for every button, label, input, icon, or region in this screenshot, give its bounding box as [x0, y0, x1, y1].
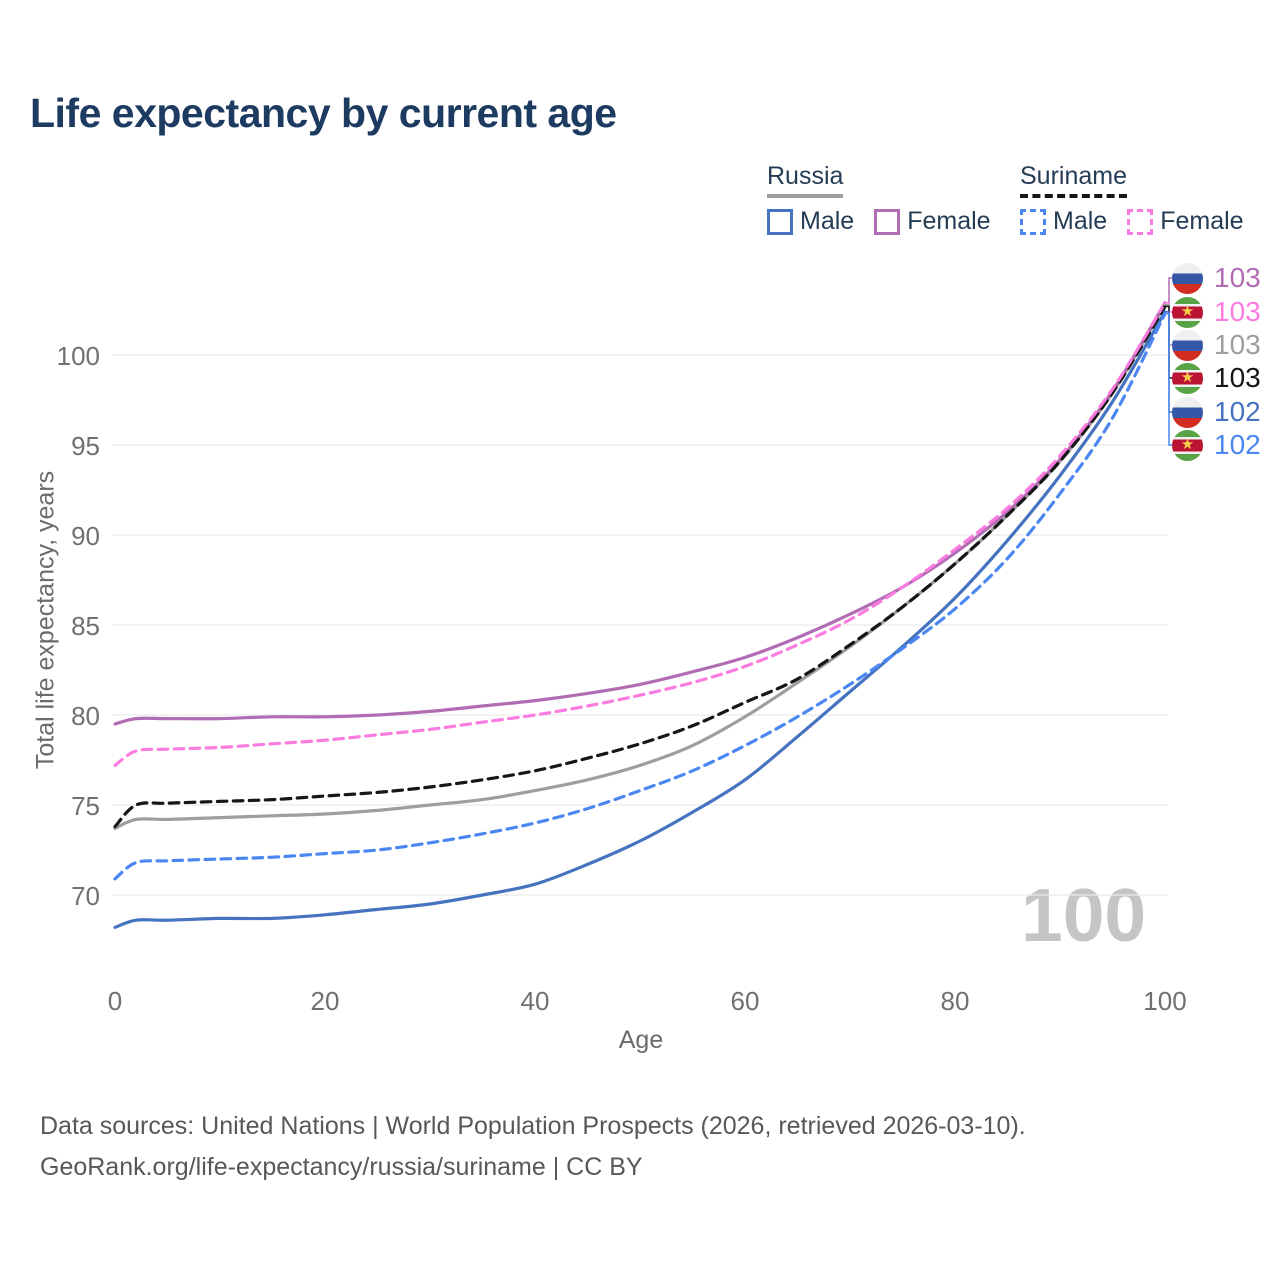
legend-group-russia: Russia Male Female [767, 162, 991, 236]
legend-swatch-icon [874, 208, 901, 235]
end-value-label: 102 [1214, 429, 1261, 460]
x-tick-label: 60 [730, 986, 760, 1016]
legend-item-suriname-male[interactable]: Male [1020, 207, 1107, 236]
legend-swatch-icon [1020, 208, 1046, 235]
legend-swatch-icon [767, 208, 793, 235]
series-line-suriname-male[interactable] [113, 312, 1167, 881]
legend-item-suriname-female[interactable]: Female [1127, 207, 1244, 236]
suriname-flag-icon: ★ [1172, 429, 1203, 461]
end-value-label: 102 [1214, 396, 1261, 427]
legend-group-suriname: Suriname Male Female [1020, 162, 1244, 236]
legend-item-russia-male[interactable]: Male [767, 207, 854, 236]
legend-item-label: Female [907, 207, 991, 235]
star-icon: ★ [1180, 303, 1195, 321]
footer-data-sources: Data sources: United Nations | World Pop… [40, 1112, 1026, 1140]
end-label-row-suriname-male: ★ 102 [1172, 429, 1261, 461]
end-value-label: 103 [1214, 362, 1261, 393]
series-line-russia-male[interactable] [113, 310, 1167, 929]
end-value-label: 103 [1214, 262, 1261, 293]
end-value-label: 103 [1214, 296, 1261, 327]
legend-country-suriname[interactable]: Suriname [1020, 162, 1127, 198]
legend-item-label: Male [800, 207, 855, 235]
suriname-flag-icon: ★ [1172, 362, 1203, 394]
page-title: Life expectancy by current age [30, 90, 617, 136]
end-label-connector [1163, 312, 1172, 446]
russia-flag-icon [1172, 262, 1203, 294]
legend-country-russia[interactable]: Russia [767, 162, 844, 198]
legend-item-label: Female [1160, 207, 1244, 235]
legend-item-label: Male [1053, 207, 1108, 235]
y-tick-label: 75 [71, 791, 100, 821]
legend-items: Male Female [767, 207, 991, 236]
x-axis-title: Age [618, 1026, 664, 1054]
star-icon: ★ [1180, 436, 1195, 454]
end-value-label: 103 [1214, 329, 1261, 360]
end-label-row-russia-female: 103 [1172, 262, 1261, 294]
series-line-russia-female[interactable] [113, 301, 1167, 726]
x-tick-label: 100 [1143, 986, 1187, 1016]
legend-items: Male Female [1020, 207, 1244, 236]
series-line-suriname-both[interactable] [113, 304, 1167, 829]
y-tick-label: 90 [71, 521, 100, 551]
x-tick-label: 0 [107, 986, 123, 1016]
suriname-flag-icon: ★ [1172, 296, 1203, 328]
y-tick-label: 100 [56, 341, 100, 371]
x-tick-label: 40 [520, 986, 550, 1016]
age-counter-watermark: 100 [1021, 873, 1147, 957]
end-label-row-suriname-both: ★ 103 [1172, 362, 1261, 394]
end-label-row-suriname-female: ★ 103 [1172, 296, 1261, 328]
y-tick-label: 95 [71, 431, 100, 461]
y-tick-label: 70 [71, 881, 100, 911]
legend-item-russia-female[interactable]: Female [874, 207, 991, 236]
russia-flag-icon [1172, 329, 1203, 361]
russia-flag-icon [1172, 396, 1203, 428]
footer: Data sources: United Nations | World Pop… [40, 1106, 1026, 1188]
legend-swatch-icon [1127, 208, 1154, 235]
y-tick-label: 85 [71, 611, 100, 641]
y-tick-label: 80 [71, 701, 100, 731]
end-label-row-russia-both: 103 [1172, 329, 1261, 361]
end-label-connector [1163, 311, 1172, 413]
series-line-suriname-female[interactable] [113, 301, 1167, 767]
x-tick-label: 80 [940, 986, 970, 1016]
star-icon: ★ [1180, 369, 1195, 387]
end-label-connector [1163, 277, 1172, 304]
series-line-russia-both[interactable] [113, 303, 1167, 830]
footer-attribution: GeoRank.org/life-expectancy/russia/surin… [40, 1153, 643, 1181]
x-tick-label: 20 [310, 986, 340, 1016]
end-label-row-russia-male: 102 [1172, 396, 1261, 428]
